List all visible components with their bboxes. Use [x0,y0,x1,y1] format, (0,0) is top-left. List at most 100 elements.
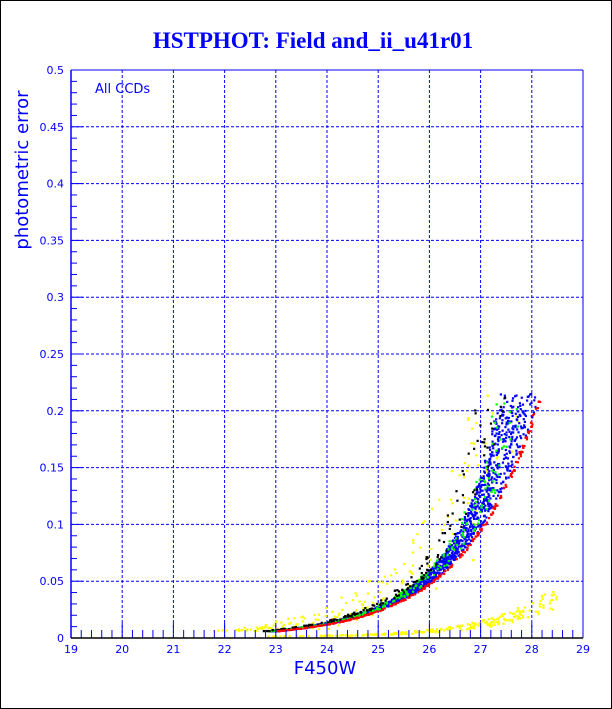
point-blue [470,505,473,509]
point-red [519,452,522,456]
point-blue [443,561,446,564]
point-blue [505,434,508,437]
point-green [389,603,392,606]
point-yellow [400,582,404,585]
point-blue [499,472,502,476]
point-yellow [503,617,506,620]
point-black [489,422,493,425]
point-blue [533,396,537,399]
point-blue [490,504,493,507]
point-red [466,549,469,552]
point-red [355,616,358,619]
point-blue [483,519,487,522]
point-blue [507,462,510,465]
point-blue [471,503,474,507]
point-blue [518,402,522,405]
point-yellow [366,606,369,609]
point-yellow [470,626,473,629]
point-green [495,426,499,429]
point-yellow [542,606,545,609]
point-blue [490,453,493,457]
point-yellow [282,623,285,627]
point-black [402,591,406,594]
point-red [513,469,516,472]
point-yellow [348,634,351,637]
point-blue [451,557,454,560]
point-green [377,604,380,607]
point-yellow [371,633,375,636]
point-blue [448,547,451,550]
point-blue [525,399,529,402]
point-blue [492,487,495,490]
point-black [265,629,268,633]
point-blue [486,468,490,471]
point-green [376,607,380,611]
point-red [437,576,440,579]
point-red [375,610,378,613]
point-green [474,527,477,531]
point-blue [478,507,481,510]
point-yellow [471,427,474,430]
point-blue [442,567,445,570]
point-green [432,573,436,577]
x-tick-label: 28 [525,643,539,656]
point-red [531,423,534,426]
y-tick-label: 0.4 [47,178,65,191]
point-blue [410,591,413,594]
point-yellow [322,634,325,638]
point-green [461,532,464,535]
point-black [422,576,425,580]
point-red [489,513,493,516]
point-blue [446,566,449,569]
point-blue [505,452,508,455]
point-green [502,445,506,448]
point-blue [499,393,502,396]
point-black [369,609,372,612]
point-blue [471,514,475,518]
point-red [461,554,464,557]
point-yellow [274,620,278,623]
point-yellow [468,624,472,627]
point-blue [495,497,498,500]
point-green [485,461,489,464]
point-yellow [351,599,355,602]
point-blue [505,431,508,434]
point-black [414,580,417,583]
point-yellow [511,612,515,615]
point-black [356,612,359,615]
point-red [451,564,454,567]
point-blue [524,434,527,437]
point-red [511,472,514,475]
point-red [510,475,514,478]
point-yellow [355,594,358,597]
point-red [511,470,514,473]
point-blue [497,432,500,436]
point-black [504,396,507,399]
point-yellow [222,629,226,632]
point-yellow [313,613,316,617]
point-blue [456,547,459,551]
point-blue [466,534,469,537]
point-red [527,431,530,435]
point-yellow [361,634,364,637]
point-yellow [521,616,525,619]
point-yellow [296,634,299,638]
point-blue [468,518,471,521]
point-green [401,591,404,594]
point-blue [515,452,518,455]
point-black [474,493,477,496]
point-blue [436,563,440,566]
point-blue [460,545,463,548]
point-blue [466,518,469,521]
point-blue [488,494,491,497]
point-red [448,566,451,569]
point-red [324,623,327,627]
point-yellow [451,502,454,505]
point-yellow [508,618,511,621]
point-yellow [416,631,419,634]
point-yellow [521,609,525,612]
point-blue [505,436,508,440]
point-blue [475,505,478,509]
point-blue [457,554,460,557]
point-red [444,569,447,573]
